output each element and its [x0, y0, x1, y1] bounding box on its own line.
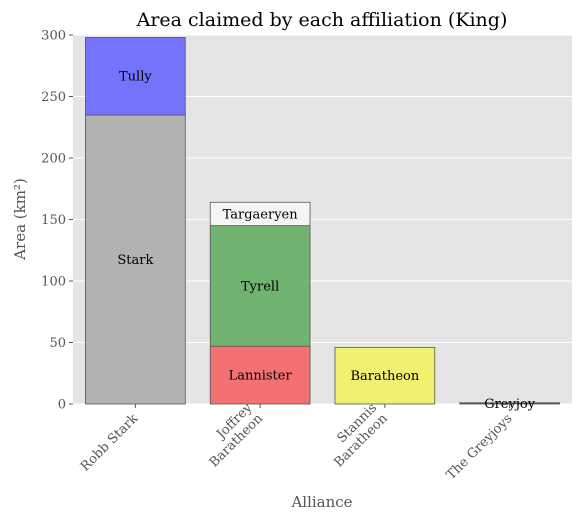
x-tick-label: The Greyjoys [444, 411, 516, 483]
y-tick-label: 200 [41, 152, 66, 167]
y-axis: 0 50 100 150 200 250 300 [41, 29, 73, 413]
x-tick-label: JoffreyBaratheon [196, 400, 266, 470]
bar-label-tyrell: Tyrell [241, 279, 279, 294]
x-tick-label: Robb Stark [78, 411, 141, 474]
y-axis-label: Area (km²) [11, 178, 29, 261]
chart-title: Area claimed by each affiliation (King) [136, 9, 508, 31]
y-tick-label: 250 [41, 90, 66, 105]
bar-label-tully: Tully [119, 70, 152, 85]
bar-label-stark: Stark [117, 253, 153, 268]
bars: Stark Tully Lannister Tyrell Targaeryen Barat… [85, 37, 560, 412]
x-axis-label: Alliance [290, 493, 352, 511]
bar-segment-tyrell [209, 225, 311, 347]
x-axis: Robb Stark JoffreyBaratheon StannisBarathe… [78, 400, 515, 483]
y-tick-label: 100 [41, 275, 66, 290]
bar-segment-targaeryen [209, 201, 311, 227]
bar-label-baratheon: Baratheon [350, 369, 419, 384]
bar-label-lannister: Lannister [229, 369, 293, 384]
bar-segment-tully [85, 37, 186, 116]
y-tick-label: 0 [58, 398, 66, 413]
y-tick-label: 300 [41, 29, 66, 44]
bar-segment-baratheon [334, 347, 436, 405]
x-tick-label: StannisBaratheon [321, 400, 391, 470]
y-tick-label: 150 [41, 213, 66, 228]
bar-label-targaeryen: Targaeryen [223, 207, 299, 222]
y-tick-label: 50 [49, 336, 66, 351]
